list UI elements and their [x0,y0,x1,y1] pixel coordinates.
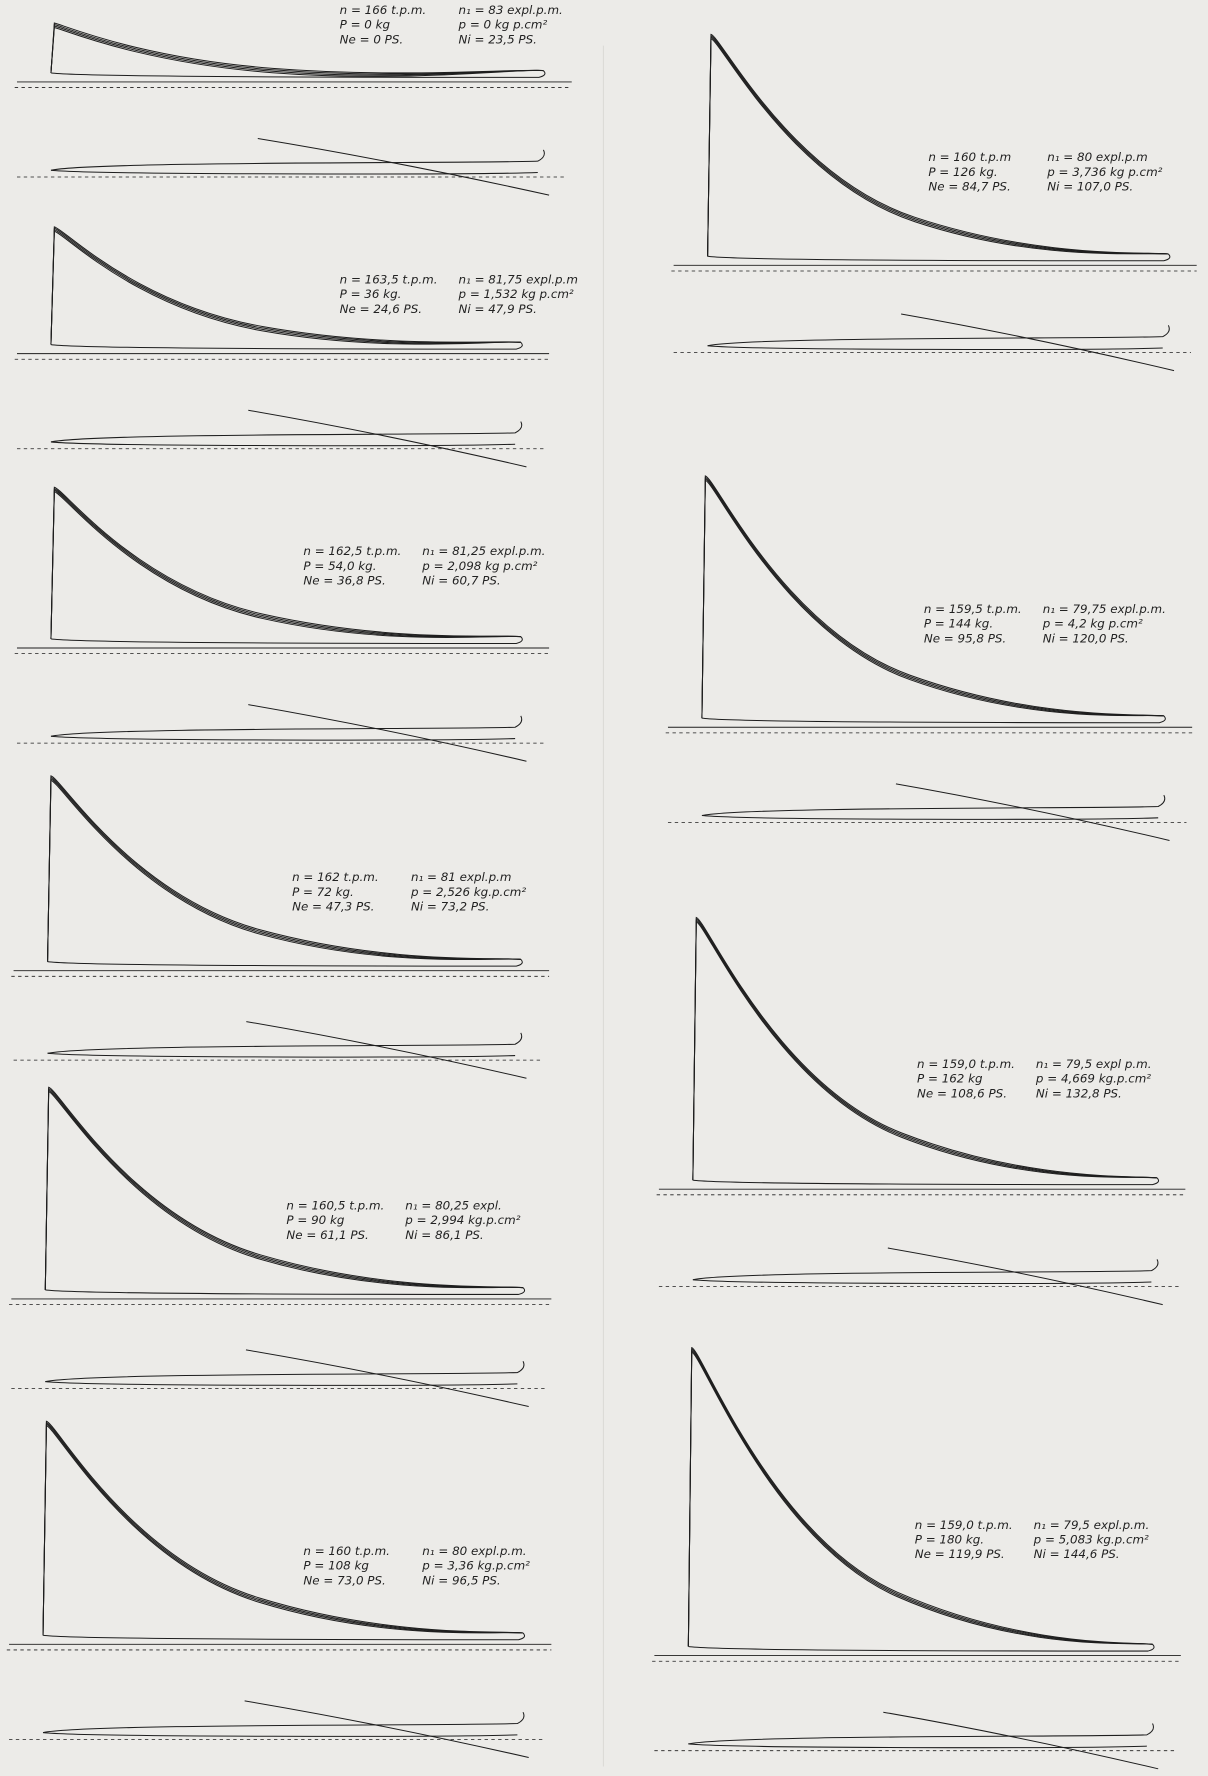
diagram-label: P = 54,0 kg. [303,559,376,573]
diagram-label: n = 159,0 t.p.m. [917,1057,1015,1071]
diagram-label: Ne = 73,0 PS. [303,1573,385,1587]
diagram-label: n₁ = 80 expl.p.m [1047,150,1148,164]
diagram-label: Ni = 132,8 PS. [1036,1086,1122,1100]
diagram-label: n = 162,5 t.p.m. [303,544,401,558]
diagram-label: P = 162 kg [917,1072,983,1086]
diagram-label: p = 2,526 kg.p.cm² [410,885,526,899]
diagram-label: P = 90 kg [286,1213,344,1227]
diagram-label: Ni = 73,2 PS. [411,900,489,914]
diagram-label: p = 3,36 kg.p.cm² [421,1559,530,1573]
diagram-label: P = 144 kg. [924,617,993,631]
diagram-label: P = 36 kg. [340,287,402,301]
diagram-label: Ni = 120,0 PS. [1043,631,1129,645]
diagram-label: n₁ = 81,25 expl.p.m. [422,544,545,558]
diagram-label: Ne = 36,8 PS. [303,574,385,588]
diagram-label: p = 0 kg p.cm² [458,18,548,32]
diagram-label: n₁ = 83 expl.p.m. [459,3,563,17]
diagram-label: n = 162 t.p.m. [292,870,379,884]
diagram-label: p = 1,532 kg p.cm² [458,287,574,301]
diagram-label: n₁ = 80,25 expl. [405,1199,502,1213]
diagram-label: p = 4,2 kg p.cm² [1042,617,1143,631]
diagram-label: Ne = 47,3 PS. [292,900,374,914]
diagram-label: Ne = 61,1 PS. [286,1228,368,1242]
diagram-label: n₁ = 81 expl.p.m [411,870,512,884]
diagram-label: n = 160 t.p.m [928,150,1011,164]
diagram-label: p = 4,669 kg.p.cm² [1035,1072,1151,1086]
diagram-label: P = 126 kg. [928,165,997,179]
diagram-label: Ni = 144,6 PS. [1034,1547,1120,1561]
diagram-label: n₁ = 79,5 expl p.m. [1036,1057,1152,1071]
diagram-label: Ni = 96,5 PS. [422,1573,500,1587]
diagram-label: P = 108 kg [303,1559,369,1573]
diagram-label: n = 159,0 t.p.m. [915,1518,1013,1532]
diagram-label: Ni = 107,0 PS. [1047,180,1133,194]
diagram-label: P = 180 kg. [915,1533,984,1547]
diagram-label: n₁ = 80 expl.p.m. [422,1544,526,1558]
diagram-label: n₁ = 81,75 expl.p.m [459,272,578,286]
diagram-label: n₁ = 79,5 expl.p.m. [1034,1518,1150,1532]
diagram-label: P = 0 kg [340,18,391,32]
diagram-label: Ne = 119,9 PS. [915,1547,1005,1561]
diagram-label: n = 160,5 t.p.m. [286,1199,384,1213]
diagram-label: p = 2,994 kg.p.cm² [404,1213,520,1227]
diagram-label: n₁ = 79,75 expl.p.m. [1043,602,1166,616]
diagram-label: Ni = 23,5 PS. [459,32,537,46]
diagram-label: Ne = 24,6 PS. [340,302,422,316]
diagram-label: p = 3,736 kg p.cm² [1046,165,1162,179]
diagram-label: Ne = 84,7 PS. [928,180,1010,194]
diagram-label: n = 159,5 t.p.m. [924,602,1022,616]
diagram-label: Ni = 86,1 PS. [405,1228,483,1242]
diagram-label: p = 5,083 kg.p.cm² [1033,1533,1149,1547]
diagram-label: Ne = 0 PS. [340,32,404,46]
page: n = 166 t.p.m. n₁ = 83 expl.p.m. P = 0 kg p… [0,0,1208,1776]
diagram-label: Ne = 95,8 PS. [924,631,1006,645]
diagram-label: Ni = 47,9 PS. [459,302,537,316]
diagram-label: P = 72 kg. [292,885,354,899]
diagram-label: n = 160 t.p.m. [303,1544,390,1558]
diagram-label: Ni = 60,7 PS. [422,574,500,588]
diagram-label: Ne = 108,6 PS. [917,1086,1007,1100]
diagram-label: p = 2,098 kg p.cm² [421,559,537,573]
diagram-label: n = 163,5 t.p.m. [340,272,438,286]
diagram-label: n = 166 t.p.m. [340,3,427,17]
